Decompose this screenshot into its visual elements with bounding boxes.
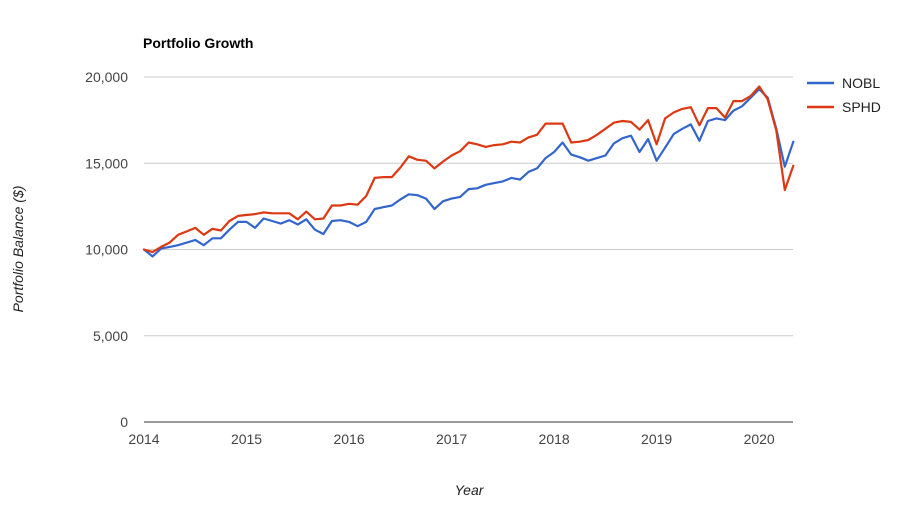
x-tick-label: 2019	[641, 431, 672, 447]
x-tick-label: 2020	[744, 431, 775, 447]
x-tick-label: 2018	[539, 431, 570, 447]
chart-title: Portfolio Growth	[143, 35, 253, 51]
x-axis-title: Year	[455, 482, 485, 498]
y-tick-label: 15,000	[85, 155, 128, 171]
x-tick-label: 2014	[128, 431, 159, 447]
legend-label-nobl: NOBL	[842, 75, 880, 91]
series-line-nobl	[142, 87, 795, 258]
y-tick-label: 5,000	[93, 328, 128, 344]
y-tick-label: 0	[120, 414, 128, 430]
x-tick-label: 2015	[231, 431, 262, 447]
y-tick-label: 20,000	[85, 69, 128, 85]
y-tick-label: 10,000	[85, 242, 128, 258]
y-axis-title: Portfolio Balance ($)	[10, 186, 26, 313]
x-tick-label: 2017	[436, 431, 467, 447]
series-line-sphd	[142, 85, 795, 254]
legend: NOBL SPHD	[807, 75, 881, 115]
series-lines	[142, 85, 795, 258]
gridlines	[144, 76, 793, 423]
x-tick-label: 2016	[333, 431, 364, 447]
y-axis-ticks: 0 5,000 10,000 15,000 20,000	[85, 69, 128, 430]
x-axis-ticks: 2014 2015 2016 2017 2018 2019 2020	[128, 431, 775, 447]
legend-label-sphd: SPHD	[842, 99, 881, 115]
